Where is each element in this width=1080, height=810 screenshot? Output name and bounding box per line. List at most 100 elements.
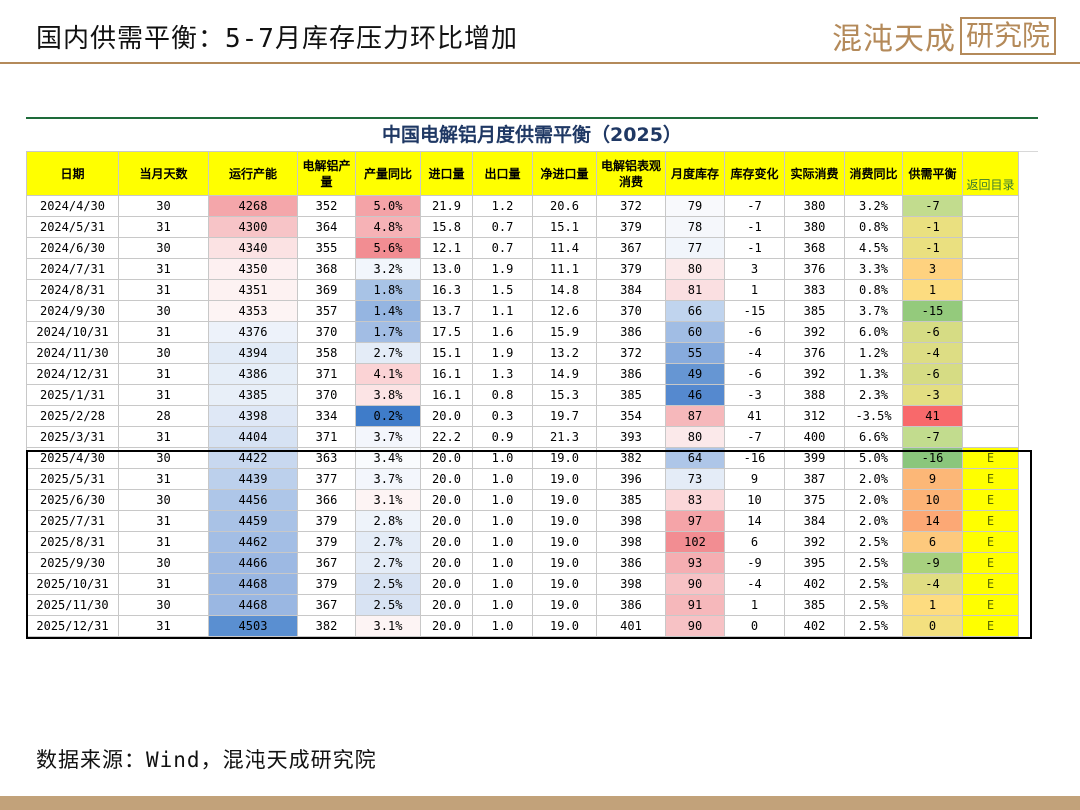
table-cell: 2.8% (355, 510, 421, 532)
table-cell: 372 (596, 195, 666, 217)
table-cell: 2025/3/31 (26, 426, 119, 448)
table-cell: 352 (297, 195, 356, 217)
table-row: 2025/9/30 30 4466 367 2.7% 20.0 1.0 19.0 386 93 -9… (26, 552, 1019, 574)
table-cell (962, 384, 1019, 406)
table-cell: 2.5% (844, 615, 903, 637)
table-cell: 1.0 (472, 573, 533, 595)
table-cell: 3.3% (844, 258, 903, 280)
table-cell: 10 (902, 489, 963, 511)
table-cell: 83 (665, 489, 725, 511)
table-cell: 312 (784, 405, 845, 427)
table-cell: 19.0 (532, 552, 597, 574)
column-header: 电解铝表观消费 (596, 151, 666, 196)
table-cell: 30 (118, 195, 209, 217)
table-cell: 357 (297, 300, 356, 322)
table-cell: 16.3 (420, 279, 473, 301)
table-cell: 19.0 (532, 468, 597, 490)
footer-bar (0, 796, 1080, 810)
table-cell: -1 (724, 237, 785, 259)
back-to-contents-link[interactable]: 返回目录 (962, 151, 1019, 196)
table-cell: 4459 (208, 510, 298, 532)
table-cell: 21.3 (532, 426, 597, 448)
table-cell: 87 (665, 405, 725, 427)
table-cell: 81 (665, 279, 725, 301)
table-cell: 2.0% (844, 468, 903, 490)
table-cell: 20.0 (420, 405, 473, 427)
table-cell: 12.6 (532, 300, 597, 322)
table-cell: 3.7% (355, 468, 421, 490)
table-cell: 2024/12/31 (26, 363, 119, 385)
table-cell: 20.6 (532, 195, 597, 217)
table-cell: 14.8 (532, 279, 597, 301)
table-cell: 2024/8/31 (26, 279, 119, 301)
table-cell: 20.0 (420, 615, 473, 637)
table-cell: 30 (118, 300, 209, 322)
table-row: 2024/4/30 30 4268 352 5.0% 21.9 1.2 20.6 372 79 -7… (26, 195, 1019, 217)
data-source-note: 数据来源：Wind，混沌天成研究院 (36, 748, 377, 772)
table-cell: 2025/4/30 (26, 447, 119, 469)
table-cell: 13.0 (420, 258, 473, 280)
table-cell: 393 (596, 426, 666, 448)
table-cell: 9 (902, 468, 963, 490)
table-cell: E (962, 594, 1019, 616)
table-cell: 20.0 (420, 447, 473, 469)
table-cell: 375 (784, 489, 845, 511)
table-cell: 1.0 (472, 594, 533, 616)
table-cell: 2.5% (844, 573, 903, 595)
table-cell: 6.6% (844, 426, 903, 448)
table-row: 2024/6/30 30 4340 355 5.6% 12.1 0.7 11.4 367 77 -1… (26, 237, 1019, 259)
supply-demand-table: 日期 当月天数 运行产能 电解铝产量 产量同比 进口量 出口量 净进口量 电解铝表观消费 月度库存… (26, 151, 1019, 637)
table-cell: -6 (902, 363, 963, 385)
table-cell: 1.3 (472, 363, 533, 385)
table-cell: 2024/4/30 (26, 195, 119, 217)
table-cell: 2024/7/31 (26, 258, 119, 280)
table-cell: 2.5% (355, 573, 421, 595)
table-cell: 78 (665, 216, 725, 238)
table-cell: 3.1% (355, 615, 421, 637)
table-cell: 2025/6/30 (26, 489, 119, 511)
column-header: 产量同比 (355, 151, 421, 196)
table-cell: 64 (665, 447, 725, 469)
table-cell: 1.8% (355, 279, 421, 301)
table-cell (962, 342, 1019, 364)
table-row: 2025/11/30 30 4468 367 2.5% 20.0 1.0 19.0 386 91 1… (26, 594, 1019, 616)
table-cell: 19.0 (532, 594, 597, 616)
table-cell: -7 (902, 426, 963, 448)
table-cell: 46 (665, 384, 725, 406)
table-row: 2024/11/30 30 4394 358 2.7% 15.1 1.9 13.2 372 55-… (26, 342, 1019, 364)
table-cell: 2025/11/30 (26, 594, 119, 616)
table-cell: 1 (902, 594, 963, 616)
table-cell: 363 (297, 447, 356, 469)
table-cell: 4.8% (355, 216, 421, 238)
table-cell (962, 216, 1019, 238)
table-cell: 31 (118, 216, 209, 238)
table-cell: 2.0% (844, 489, 903, 511)
table-cell: 4404 (208, 426, 298, 448)
table-cell: 379 (596, 258, 666, 280)
table-cell: -3 (724, 384, 785, 406)
table-cell: 93 (665, 552, 725, 574)
table-row: 2025/10/31 31 4468 379 2.5% 20.0 1.0 19.0 398 90-… (26, 573, 1019, 595)
table-cell: 364 (297, 216, 356, 238)
table-cell: 31 (118, 510, 209, 532)
table-cell: 14 (724, 510, 785, 532)
table-cell: 11.4 (532, 237, 597, 259)
table-cell: 9 (724, 468, 785, 490)
table-cell: 30 (118, 489, 209, 511)
table-cell: 16.1 (420, 384, 473, 406)
table-cell: 20.0 (420, 489, 473, 511)
table-cell: 17.5 (420, 321, 473, 343)
table-cell: 13.7 (420, 300, 473, 322)
table-cell: 11.1 (532, 258, 597, 280)
table-cell: 97 (665, 510, 725, 532)
table-row: 2025/1/31 31 4385 370 3.8% 16.1 0.8 15.3 385 46 -3… (26, 384, 1019, 406)
table-cell: 22.2 (420, 426, 473, 448)
table-row: 2025/12/31 31 4503 382 3.1% 20.0 1.0 19.0 401 90 0… (26, 615, 1019, 637)
table-cell: 383 (784, 279, 845, 301)
table-cell: 31 (118, 363, 209, 385)
table-cell: 398 (596, 531, 666, 553)
table-cell: 6.0% (844, 321, 903, 343)
table-cell: 402 (784, 615, 845, 637)
table-cell: 1.0 (472, 447, 533, 469)
table-cell: 385 (596, 489, 666, 511)
